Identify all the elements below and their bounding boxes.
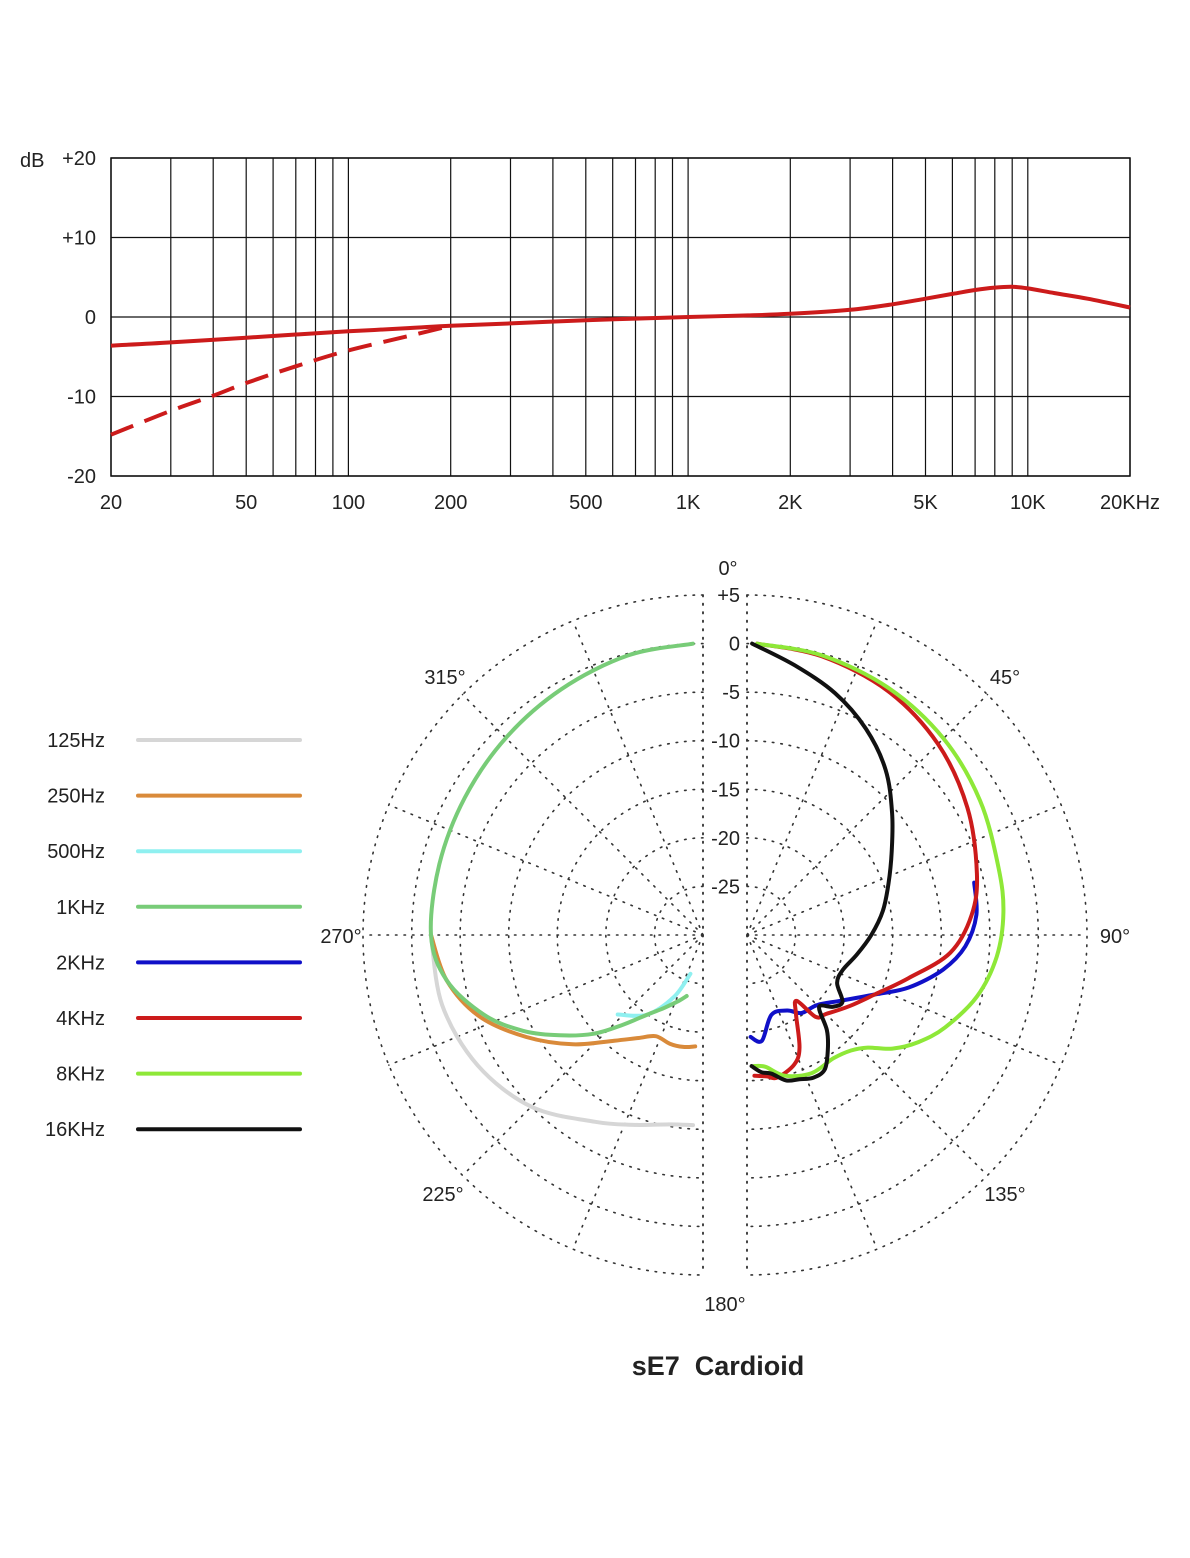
y-axis-label: dB	[20, 150, 44, 172]
polar-curve-125hz	[429, 933, 695, 1128]
legend-label-125hz: 125Hz	[47, 730, 105, 752]
r-tick-label-20: -20	[711, 828, 740, 850]
polar-curve-250hz	[429, 933, 698, 1050]
legend-label-500hz: 500Hz	[47, 841, 105, 863]
angle-label-225: 225°	[422, 1184, 463, 1206]
y-tick-label-10: -10	[67, 387, 96, 409]
y-tick-label-0: 0	[85, 307, 96, 329]
angle-label-180: 180°	[704, 1294, 745, 1316]
polar-ring-left	[557, 788, 704, 1082]
y-tick-label-20: +20	[62, 148, 96, 170]
x-tick-label-2k: 2K	[778, 492, 803, 514]
polar-labels: +5 0 -5 -10 -15 -20 -25 0° 45° 90° 135° 180° 225° 270…	[320, 558, 1130, 1316]
angle-label-135: 135°	[984, 1184, 1025, 1206]
polar-spoke	[388, 804, 704, 936]
polar-ring-right	[746, 739, 943, 1131]
legend-label-250hz: 250Hz	[47, 786, 105, 808]
angle-label-315: 315°	[424, 667, 465, 689]
y-tick-label-20: -20	[67, 466, 96, 488]
polar-spoke	[388, 934, 704, 1066]
polar-ring-left	[653, 885, 704, 985]
polar-ring-right	[746, 885, 797, 985]
x-tick-label-50: 50	[235, 492, 257, 514]
polar-spoke	[461, 693, 704, 936]
legend: 125Hz 250Hz 500Hz 1KHz 2KHz 4KHz 8KHz 16KHz	[45, 730, 302, 1141]
x-tick-label-10k: 10K	[1010, 492, 1046, 514]
legend-label-8khz: 8KHz	[56, 1064, 105, 1086]
x-tick-label-20khz: 20KHz	[1100, 492, 1160, 514]
polar-spoke	[746, 693, 989, 936]
polar-spoke	[746, 620, 878, 936]
frequency-response-chart: 20 50 100 200 500 1K 2K 5K 10K 20KHz +20 +10 0 -10 -20…	[20, 148, 1160, 514]
angle-label-0: 0°	[718, 558, 737, 580]
angle-label-270: 270°	[320, 926, 361, 948]
frequency-response-series	[110, 284, 1131, 437]
x-tick-label-20: 20	[100, 492, 122, 514]
polar-curve-2khz	[748, 880, 979, 1044]
polar-chart-title: sE7 Cardioid	[632, 1351, 805, 1381]
polar-spoke	[746, 934, 878, 1250]
r-tick-label-10: -10	[711, 731, 740, 753]
response-line-solid	[110, 284, 1131, 348]
polar-curve-8khz	[751, 641, 1006, 1079]
polar-ring-left	[507, 739, 704, 1131]
polar-ring-left	[459, 691, 704, 1179]
polar-ring-right	[746, 788, 893, 1082]
y-tick-label-10: +10	[62, 228, 96, 250]
x-tick-label-5k: 5K	[913, 492, 938, 514]
angle-label-45: 45°	[990, 667, 1020, 689]
polar-spoke	[746, 804, 1062, 936]
r-tick-label-5: -5	[722, 682, 740, 704]
x-tick-label-1k: 1K	[676, 492, 701, 514]
polar-curve-16khz	[749, 641, 895, 1083]
x-tick-label-500: 500	[569, 492, 602, 514]
polar-spoke	[461, 934, 704, 1177]
polar-curve-4khz	[752, 641, 980, 1081]
polar-ring-right	[746, 691, 991, 1179]
polar-spoke	[572, 934, 704, 1250]
x-tick-label-200: 200	[434, 492, 467, 514]
legend-label-16khz: 16KHz	[45, 1119, 105, 1141]
x-tick-label-100: 100	[332, 492, 365, 514]
r-tick-label-0: 0	[729, 634, 740, 656]
polar-spoke	[746, 934, 989, 1177]
frequency-response-grid	[110, 157, 1131, 477]
legend-label-1khz: 1KHz	[56, 897, 105, 919]
frequency-response-tick-labels: 20 50 100 200 500 1K 2K 5K 10K 20KHz +20 +10 0 -10 -20	[62, 148, 1160, 514]
legend-label-2khz: 2KHz	[56, 952, 105, 974]
r-tick-label-25: -25	[711, 876, 740, 898]
legend-label-4khz: 4KHz	[56, 1008, 105, 1030]
angle-label-90: 90°	[1100, 926, 1130, 948]
r-tick-label-5: +5	[717, 585, 740, 607]
polar-series	[428, 641, 1006, 1128]
polar-curve-500hz	[615, 971, 693, 1018]
polar-curve-1khz	[428, 641, 695, 1038]
polar-spoke	[572, 620, 704, 936]
response-line-dashed	[110, 323, 452, 437]
polar-pattern-chart: +5 0 -5 -10 -15 -20 -25 0° 45° 90° 135° 180° 225° 270…	[320, 558, 1130, 1316]
r-tick-label-15: -15	[711, 779, 740, 801]
polar-spoke	[746, 934, 1062, 1066]
